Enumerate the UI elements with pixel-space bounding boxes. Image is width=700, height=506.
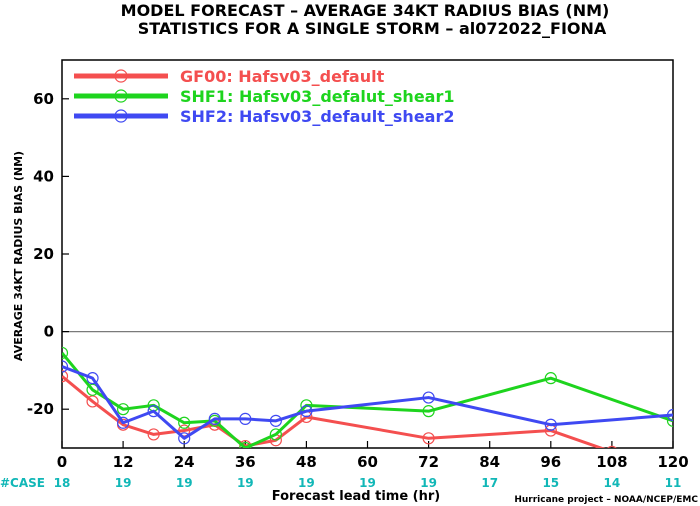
data-point	[86, 395, 99, 408]
data-point	[147, 428, 160, 441]
chart-title: MODEL FORECAST – AVERAGE 34KT RADIUS BIA…	[121, 1, 610, 20]
data-point	[62, 360, 69, 373]
legend-label: SHF2: Hafsv03_default_shear2	[180, 107, 454, 126]
x-axis-label: Forecast lead time (hr)	[272, 489, 440, 504]
data-point	[116, 416, 130, 429]
case-count: 18	[54, 476, 71, 490]
data-point	[62, 370, 69, 383]
legend-marker	[114, 69, 128, 83]
data-point	[208, 412, 221, 425]
case-count: 19	[176, 476, 193, 490]
x-tick-label: 12	[113, 453, 134, 471]
y-tick-label: 0	[44, 323, 54, 341]
case-label: #CASE	[0, 476, 45, 490]
y-tick-label: -20	[27, 400, 54, 418]
data-point	[666, 408, 673, 422]
data-point	[422, 432, 435, 445]
legend-item: SHF2: Hafsv03_default_shear2	[74, 107, 454, 126]
x-tick-label: 96	[540, 453, 561, 471]
y-tick-label: 60	[33, 90, 54, 108]
data-point	[86, 372, 99, 385]
case-count: 19	[420, 476, 437, 490]
credit-text: Hurricane project – NOAA/NCEP/EMC	[514, 495, 698, 505]
y-axis-label: AVERAGE 34KT RADIUS BIAS (NM)	[12, 151, 25, 361]
x-tick-label: 60	[357, 453, 378, 471]
case-count: 17	[481, 476, 498, 490]
case-count: 19	[237, 476, 254, 490]
data-point	[607, 445, 617, 448]
data-point	[86, 383, 99, 396]
data-point	[116, 403, 130, 416]
data-point	[544, 418, 557, 431]
x-tick-label: 36	[235, 453, 256, 471]
y-tick-label: 40	[33, 167, 54, 185]
legend-marker	[114, 109, 128, 123]
x-tick-label: 24	[174, 453, 195, 471]
data-point	[178, 432, 191, 445]
legend-item: GF00: Hafsv03_default	[74, 67, 385, 86]
data-point	[300, 405, 313, 418]
x-tick-label: 120	[657, 453, 688, 471]
data-point	[62, 346, 69, 360]
data-point	[422, 405, 435, 418]
data-point	[422, 391, 435, 404]
data-point	[666, 414, 673, 427]
x-tick-label: 108	[596, 453, 627, 471]
case-count: 19	[115, 476, 132, 490]
legend-item: SHF1: Hafsv03_defalut_shear1	[74, 87, 454, 106]
legend-label: GF00: Hafsv03_default	[180, 67, 385, 86]
data-point	[239, 412, 252, 425]
case-count: 14	[604, 476, 621, 490]
x-tick-label: 84	[479, 453, 500, 471]
series-3	[62, 360, 673, 445]
series-line	[62, 365, 673, 440]
data-point	[178, 416, 191, 429]
legend-label: SHF1: Hafsv03_defalut_shear1	[180, 87, 454, 106]
data-point	[178, 424, 191, 437]
data-point	[147, 405, 160, 418]
case-count: 19	[298, 476, 315, 490]
x-tick-label: 72	[418, 453, 439, 471]
case-count: 15	[542, 476, 559, 490]
case-count: 11	[665, 476, 682, 490]
data-point	[239, 441, 252, 448]
case-count: 19	[359, 476, 376, 490]
x-tick-label: 48	[296, 453, 317, 471]
data-point	[269, 414, 282, 427]
chart-subtitle: STATISTICS FOR A SINGLE STORM – al072022…	[138, 19, 607, 38]
data-point	[269, 428, 282, 441]
legend-marker	[114, 89, 128, 103]
data-point	[544, 372, 557, 385]
plot-area: 0 12 24 36 48 60 72 84 96 108 120 -20 0 20 40 60 18 19 19 1…	[27, 59, 689, 490]
x-tick-label: 0	[57, 453, 67, 471]
y-tick-label: 20	[33, 245, 54, 263]
